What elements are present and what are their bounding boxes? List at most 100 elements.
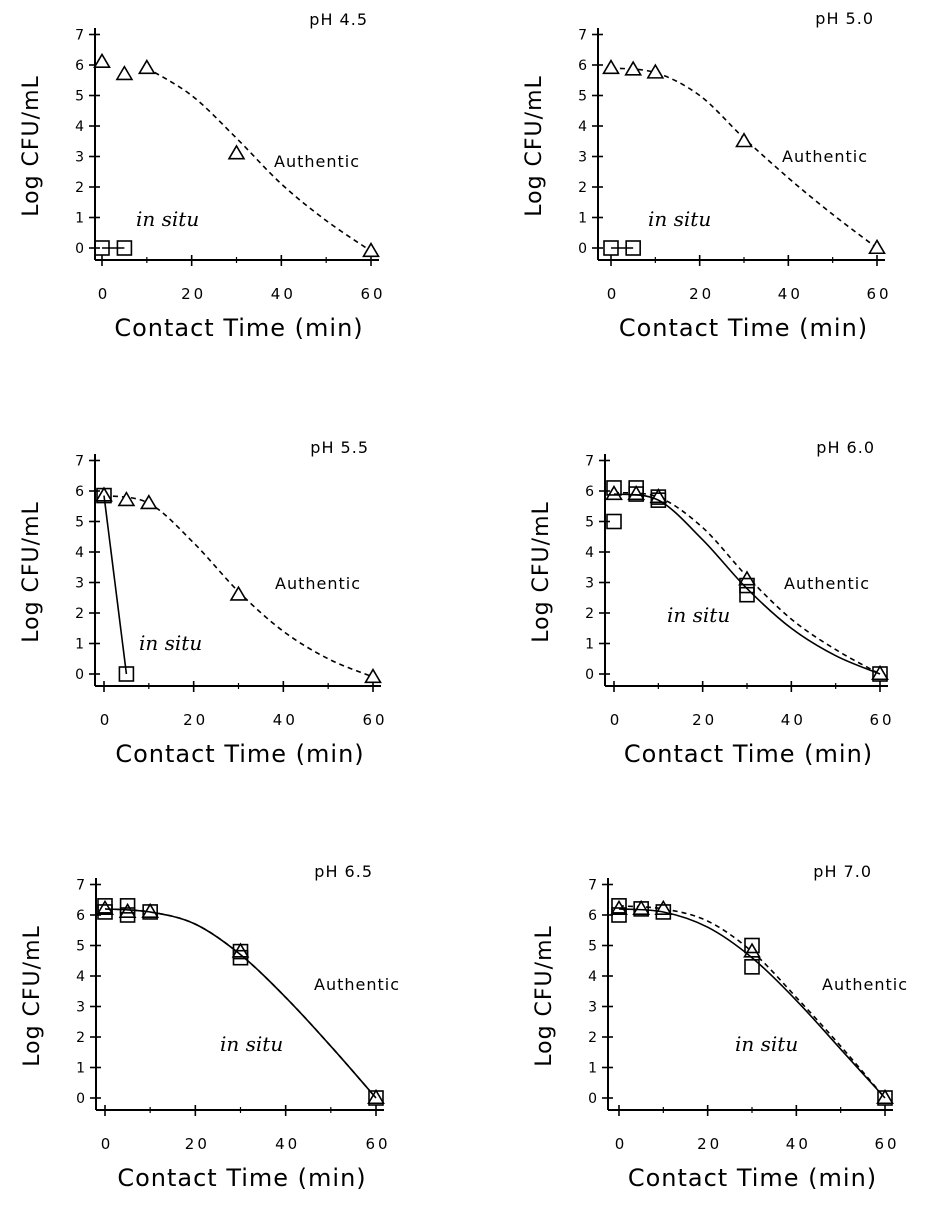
- in-situ-point: [142, 904, 158, 920]
- x-axis-label: Contact Time (min): [117, 1164, 366, 1192]
- y-tick-label: 3: [585, 576, 594, 592]
- y-tick-label: 4: [578, 119, 587, 135]
- y-tick-label: 2: [588, 1030, 597, 1046]
- in-situ-point: [606, 513, 622, 530]
- in-situ-point: [744, 959, 760, 975]
- x-axis-label: Contact Time (min): [628, 1164, 877, 1192]
- y-tick-label: 1: [76, 1061, 85, 1077]
- authentic-point: [139, 494, 158, 510]
- in-situ-curve: [103, 495, 128, 675]
- in-situ-point: [611, 898, 627, 914]
- y-tick-label: 7: [585, 454, 594, 470]
- y-tick-label: 2: [76, 1030, 85, 1046]
- in-situ-point: [877, 1090, 893, 1106]
- y-tick-label: 4: [585, 545, 594, 561]
- x-tick-label: 40: [273, 711, 298, 729]
- y-tick-label: 1: [578, 211, 587, 227]
- y-tick-label: 6: [75, 58, 84, 74]
- authentic-series-label: Authentic: [782, 147, 868, 166]
- y-tick-label: 4: [75, 119, 84, 135]
- authentic-point: [93, 52, 111, 68]
- y-tick-label: 2: [578, 180, 587, 196]
- in-situ-point: [650, 492, 667, 508]
- authentic-point: [605, 484, 623, 501]
- authentic-point: [362, 241, 380, 258]
- in-situ-point: [739, 586, 755, 603]
- x-tick-label: 0: [101, 1135, 114, 1153]
- authentic-series-label: Authentic: [784, 574, 870, 593]
- in-situ-curve: [613, 493, 881, 675]
- y-axis-label: Log CFU/mL: [529, 501, 554, 643]
- in-situ-point: [232, 949, 249, 966]
- in-situ-point: [119, 907, 136, 923]
- in-situ-point: [655, 904, 672, 920]
- authentic-point: [117, 491, 136, 507]
- panel-title: pH 6.5: [314, 862, 373, 881]
- y-tick-label: 2: [75, 606, 84, 622]
- x-tick-label: 0: [100, 711, 113, 729]
- y-tick-label: 0: [585, 667, 594, 683]
- y-tick-label: 6: [585, 484, 594, 500]
- x-tick-label: 60: [362, 711, 387, 729]
- y-axis-label: Log CFU/mL: [19, 501, 44, 643]
- x-axis-label: Contact Time (min): [115, 740, 364, 768]
- in-situ-point: [119, 898, 136, 914]
- y-tick-label: 3: [588, 1000, 597, 1016]
- x-tick-label: 20: [181, 285, 206, 303]
- y-tick-label: 0: [578, 241, 587, 257]
- in-situ-point: [744, 937, 760, 954]
- in-situ-point: [94, 240, 110, 256]
- panel-title: pH 5.5: [310, 438, 369, 457]
- chart-panel-3: 0 1 2 3 4 5 6 7 0 20 40 60 Log CFU/mL Contact Time (m…: [19, 438, 387, 768]
- authentic-point: [602, 58, 620, 75]
- x-axis-label: Contact Time (min): [624, 740, 873, 768]
- authentic-point: [646, 63, 665, 79]
- in-situ-series-label: in situ: [220, 1032, 283, 1056]
- in-situ-point: [606, 480, 622, 496]
- chart-panel-1: 0 1 2 3 4 5 6 7 0 20 40 60 Log CFU/mL Contact Time (m…: [19, 10, 383, 342]
- y-tick-label: 4: [588, 969, 597, 985]
- x-tick-label: 20: [183, 711, 208, 729]
- x-tick-label: 60: [874, 1135, 899, 1153]
- x-tick-label: 20: [697, 1135, 722, 1153]
- authentic-point: [868, 238, 886, 255]
- in-situ-series-label: in situ: [139, 631, 202, 655]
- x-tick-label: 40: [781, 711, 806, 729]
- y-tick-label: 5: [585, 515, 594, 531]
- y-tick-label: 3: [578, 150, 587, 166]
- authentic-point: [624, 60, 643, 76]
- y-tick-label: 6: [76, 908, 85, 924]
- authentic-series-label: Authentic: [314, 975, 400, 994]
- y-tick-label: 2: [585, 606, 594, 622]
- x-tick-label: 0: [615, 1135, 628, 1153]
- y-tick-label: 7: [578, 28, 587, 44]
- chart-panel-2: 0 1 2 3 4 5 6 7 0 20 40 60 Log CFU/mL Contact Time (m…: [522, 9, 889, 342]
- x-tick-label: 20: [692, 711, 717, 729]
- y-tick-label: 6: [578, 58, 587, 74]
- x-tick-label: 0: [98, 285, 111, 303]
- y-tick-label: 3: [76, 1000, 85, 1016]
- chart-panel-5: 0 1 2 3 4 5 6 7 0 20 40 60 Log CFU/mL Contact Time (m…: [20, 862, 400, 1192]
- y-tick-label: 3: [75, 576, 84, 592]
- in-situ-point: [739, 577, 755, 594]
- y-axis-label: Log CFU/mL: [522, 75, 547, 217]
- authentic-point: [227, 144, 246, 160]
- in-situ-series-label: in situ: [136, 207, 199, 231]
- in-situ-point: [628, 486, 644, 502]
- y-tick-label: 4: [75, 545, 84, 561]
- x-tick-label: 40: [778, 285, 803, 303]
- in-situ-point: [368, 1090, 384, 1106]
- x-tick-label: 60: [869, 711, 894, 729]
- authentic-point: [137, 58, 156, 75]
- authentic-curve: [146, 67, 372, 252]
- x-axis-label: Contact Time (min): [619, 314, 868, 342]
- panel-title: pH 4.5: [309, 10, 368, 29]
- y-tick-label: 7: [76, 878, 85, 894]
- in-situ-point: [118, 666, 135, 682]
- in-situ-point: [872, 666, 888, 682]
- y-tick-label: 0: [75, 667, 84, 683]
- in-situ-series-label: in situ: [648, 207, 711, 231]
- in-situ-point: [116, 240, 133, 256]
- y-axis-label: Log CFU/mL: [19, 75, 44, 217]
